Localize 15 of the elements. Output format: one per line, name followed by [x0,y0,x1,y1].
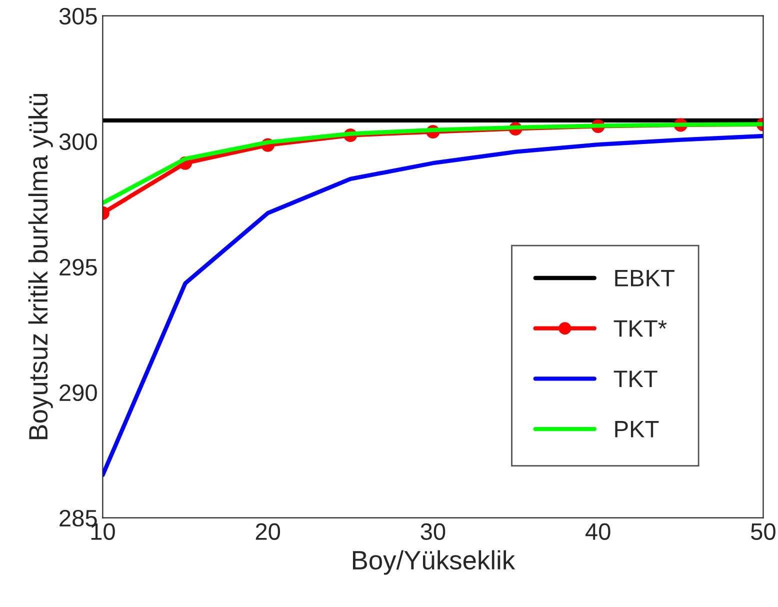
y-tick-label: 290 [60,384,97,402]
y-tick-label: 300 [59,133,97,150]
legend-label: EBKT [615,270,674,286]
y-axis-title: Boyutsuz kritik burkulma yükü [28,94,53,440]
y-tick-label: 305 [59,8,97,25]
legend-label: TKT* [614,320,667,337]
x-tick-label: 40 [586,523,610,540]
x-axis-title: Boy/Yükseklik [352,550,516,575]
line-series [102,134,764,478]
legend-label: PKT [615,421,659,438]
legend-label: TKT [614,370,658,387]
x-tick-label: 50 [751,523,776,540]
y-tick-label: 295 [60,258,97,276]
x-tick-label: 30 [420,523,446,540]
x-tick-label: 20 [256,523,280,540]
